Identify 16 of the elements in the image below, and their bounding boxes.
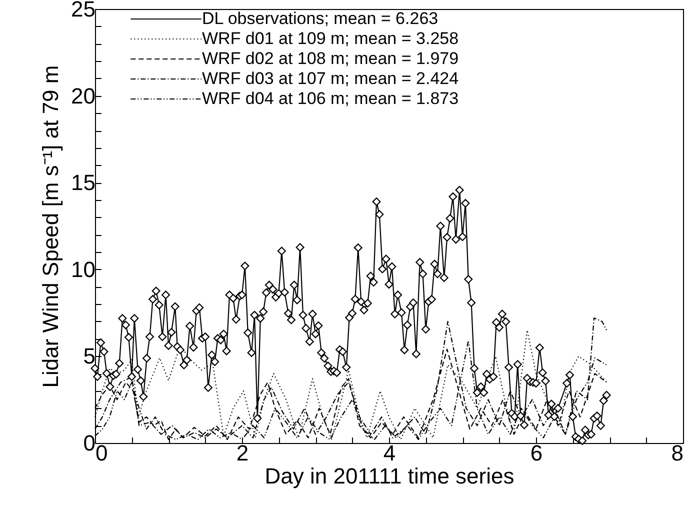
x-tick-label: 8	[671, 440, 684, 466]
y-tick-label: 15	[71, 170, 96, 196]
legend-label: WRF d03 at 107 m; mean = 2.424	[202, 69, 459, 88]
legend-label: WRF d02 at 108 m; mean = 1.979	[202, 49, 459, 68]
y-tick-label: 20	[71, 83, 96, 108]
y-tick-label: 10	[71, 256, 96, 282]
legend-label: DL observations; mean = 6.263	[202, 9, 438, 28]
y-axis-title: Lidar Wind Speed [m s⁻¹] at 79 m	[38, 65, 64, 388]
x-axis-title: Day in 201111 time series	[264, 464, 514, 488]
y-tick-label: 25	[71, 0, 96, 22]
y-tick-label: 5	[83, 344, 96, 369]
x-tick-label: 6	[530, 440, 543, 466]
legend-label: WRF d01 at 109 m; mean = 3.258	[202, 29, 459, 48]
x-tick-label: 2	[236, 440, 249, 466]
x-tick-label: 4	[383, 440, 396, 466]
legend-label: WRF d04 at 106 m; mean = 1.873	[202, 89, 459, 108]
